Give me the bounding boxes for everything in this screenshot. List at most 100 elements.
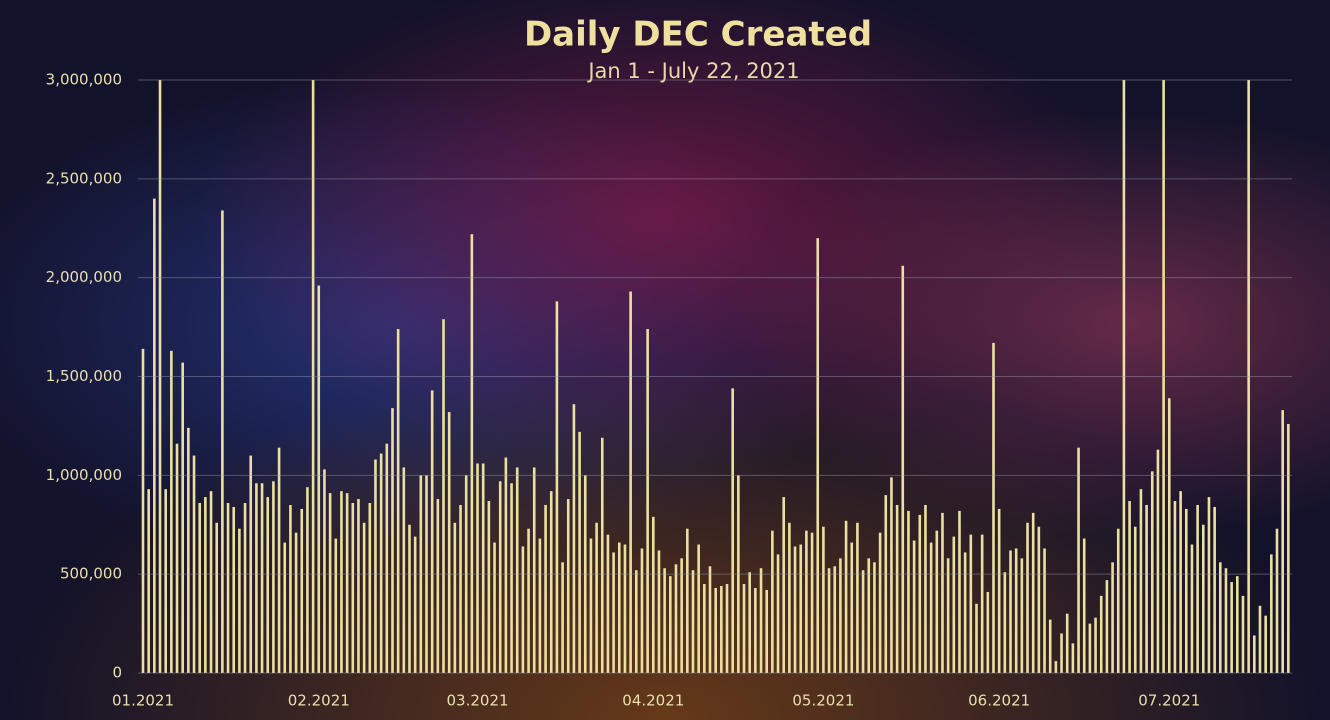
bar: [549, 491, 553, 673]
bar: [153, 198, 156, 673]
bar: [963, 552, 967, 673]
y-tick-label: 1,500,000: [46, 367, 122, 385]
bar: [470, 234, 474, 673]
bar: [595, 522, 598, 673]
bar: [1116, 528, 1120, 673]
bar: [907, 510, 910, 673]
bar: [652, 516, 655, 673]
bar: [1054, 661, 1058, 673]
bar: [459, 504, 462, 673]
bar: [771, 530, 774, 673]
bar: [198, 503, 201, 673]
bar: [391, 408, 394, 673]
bar: [1196, 504, 1199, 673]
bar: [1122, 80, 1126, 673]
bar: [1099, 595, 1103, 673]
bar: [164, 489, 167, 673]
bar: [147, 489, 150, 673]
bar: [374, 459, 377, 673]
y-tick-label: 0: [112, 664, 122, 682]
bar: [175, 443, 179, 673]
bar: [481, 463, 485, 673]
bar: [578, 431, 581, 673]
bar: [1190, 544, 1194, 673]
bar: [680, 558, 683, 673]
bar: [663, 568, 666, 673]
bar: [1230, 582, 1233, 673]
y-tick-label: 2,000,000: [46, 268, 122, 286]
bar: [742, 584, 746, 673]
bar: [1111, 562, 1114, 673]
bar: [1241, 595, 1245, 673]
bar: [697, 544, 700, 673]
bar: [192, 455, 196, 673]
bar: [969, 534, 973, 673]
bar: [1247, 80, 1250, 673]
bar: [1219, 562, 1222, 673]
x-tick-label: 07.2021: [1138, 692, 1200, 710]
bar: [878, 532, 882, 673]
bar: [226, 503, 230, 673]
bar: [221, 210, 224, 673]
bar: [856, 522, 859, 673]
bar: [861, 570, 865, 673]
bar: [1213, 506, 1216, 673]
bar: [1162, 80, 1165, 673]
bar: [442, 319, 445, 673]
bar: [793, 546, 797, 673]
bar: [589, 538, 593, 673]
bar: [311, 80, 315, 673]
bar: [669, 576, 672, 673]
bar: [640, 548, 644, 673]
bar: [141, 348, 145, 673]
bar: [538, 538, 542, 673]
bar: [646, 329, 649, 673]
bar: [1065, 613, 1069, 673]
bar: [1128, 501, 1131, 673]
bar: [1031, 512, 1035, 673]
y-tick-label: 2,500,000: [46, 169, 122, 187]
bar: [215, 522, 219, 673]
bar: [170, 350, 173, 673]
bar: [408, 524, 411, 673]
bar: [612, 552, 615, 673]
bar: [850, 542, 854, 673]
bar: [1264, 615, 1267, 673]
bar: [232, 506, 236, 673]
bar: [975, 603, 978, 673]
bar: [515, 467, 519, 673]
bar: [873, 562, 876, 673]
bar: [187, 427, 190, 673]
bar: [447, 412, 451, 673]
bar: [600, 437, 604, 673]
plot-area: [141, 80, 1290, 673]
bar: [453, 522, 457, 673]
bar: [822, 526, 825, 673]
bar: [765, 589, 768, 673]
bar: [816, 238, 820, 673]
bar: [731, 388, 734, 673]
bar: [720, 586, 723, 673]
bar: [657, 550, 661, 673]
bar: [306, 487, 309, 673]
bar: [799, 544, 803, 673]
bar: [255, 483, 258, 673]
bar: [946, 558, 950, 673]
bar: [895, 504, 899, 673]
bar: [714, 588, 717, 673]
bar: [929, 542, 933, 673]
bar: [181, 362, 184, 673]
bar: [941, 512, 944, 673]
bar: [691, 570, 695, 673]
bar: [703, 584, 706, 673]
bar: [340, 491, 343, 673]
bar: [788, 522, 791, 673]
bar: [283, 542, 287, 673]
bar: [238, 528, 241, 673]
bar: [634, 570, 638, 673]
bar: [1088, 623, 1092, 673]
bar: [617, 542, 621, 673]
bar: [493, 542, 496, 673]
